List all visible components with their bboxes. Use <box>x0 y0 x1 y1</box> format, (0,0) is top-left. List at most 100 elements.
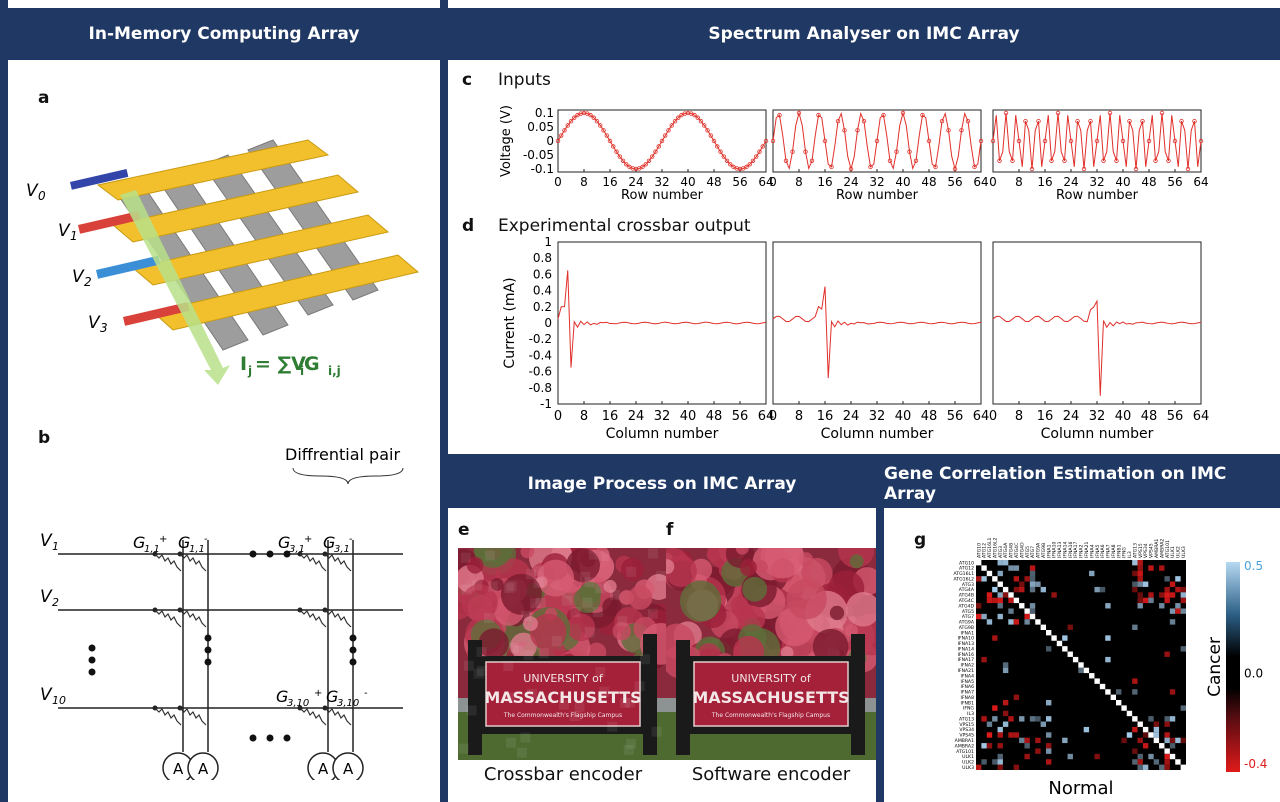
heatmap-cell <box>1175 603 1181 609</box>
heatmap-cell <box>981 743 987 749</box>
x-tick-label: 0 <box>989 175 997 189</box>
gene-row-label: IFNA4 <box>961 673 975 679</box>
input-point <box>721 154 726 159</box>
input-point <box>650 154 655 159</box>
heatmap-cell <box>1169 619 1176 625</box>
gene-row-label: ULK3 <box>962 765 974 771</box>
heatmap-diagonal-cell <box>1046 630 1052 636</box>
gene-col-label: ULK2 <box>1176 546 1182 558</box>
input-point <box>1094 138 1100 144</box>
heatmap-cell <box>1153 721 1160 727</box>
heatmap-cell <box>1029 570 1036 577</box>
input-point <box>715 144 720 149</box>
heatmap-cell <box>1169 716 1176 722</box>
gene-row-label: ATG7 <box>962 614 974 620</box>
gene-col-label: IFNA14 <box>1062 542 1068 558</box>
heatmap-cell <box>1013 576 1020 582</box>
input-point <box>894 149 899 154</box>
heatmap-cell <box>1137 597 1143 604</box>
conductance-label: G <box>276 687 288 706</box>
input-point <box>1036 119 1041 124</box>
heatmap-cell <box>976 576 982 582</box>
input-point <box>952 166 958 172</box>
y-axis-label: Current (mA) <box>502 277 518 368</box>
heatmap-diagonal-cell <box>1159 743 1165 749</box>
input-point <box>855 128 860 133</box>
conductance-label: G <box>278 533 290 552</box>
heatmap-diagonal-cell <box>1175 759 1181 765</box>
ellipsis-dot <box>249 550 257 558</box>
gene-col-label: ATG3 <box>998 546 1004 558</box>
heatmap-cell <box>1046 748 1052 754</box>
heatmap-cell <box>1083 726 1090 733</box>
heatmap-cell <box>1078 667 1084 674</box>
input-point <box>842 128 847 133</box>
heatmap-cell <box>1035 581 1041 587</box>
y-tick-label: 0.05 <box>527 120 554 134</box>
gene-row-label: IL3 <box>967 711 974 717</box>
label-g: g <box>914 530 927 550</box>
svg-text:A: A <box>343 760 354 778</box>
heatmap-cell <box>997 764 1003 770</box>
x-tick-label: 8 <box>795 175 803 189</box>
heatmap-cell <box>1132 678 1138 684</box>
input-point <box>1133 166 1139 172</box>
heatmap-cell <box>1002 592 1009 598</box>
label-d: d <box>462 216 475 236</box>
input-point <box>705 128 710 133</box>
output-title: Experimental crossbar output <box>498 216 751 236</box>
svg-text:+: + <box>159 534 167 545</box>
panel-gene: g ATG10 ATG10 ATG12 ATG12 ATG16L1 ATG16L1 ATG1… <box>884 508 1280 802</box>
heatmap-cell <box>997 570 1003 577</box>
svg-text:G: G <box>304 353 320 375</box>
gene-row-label: ATG13 <box>959 716 974 722</box>
input-point <box>744 164 749 170</box>
x-tick-label: 64 <box>973 409 990 424</box>
heatmap-cell <box>1035 716 1041 722</box>
heatmap-cell <box>1132 581 1138 587</box>
heatmap-cell <box>1137 737 1143 744</box>
gene-col-label: VPS15 <box>1138 543 1144 558</box>
input-point <box>829 164 834 170</box>
heatmap-cell <box>1024 753 1030 760</box>
heatmap-cell <box>981 576 987 582</box>
input-point <box>796 110 802 116</box>
x-tick-label: 16 <box>602 409 619 424</box>
sign-post-left <box>676 640 690 755</box>
memristor <box>154 609 182 628</box>
heatmap-cell <box>1062 635 1068 641</box>
heatmap-cell <box>1132 759 1138 765</box>
y-tick-label: 0 <box>544 316 552 330</box>
heatmap-cell <box>1175 576 1181 582</box>
x-tick-label: 24 <box>843 175 858 189</box>
heatmap-cell <box>976 764 982 770</box>
panel-imc: a V 0 V 1 V 2 V 3 I j <box>8 60 440 802</box>
heatmap-diagonal-cell <box>997 581 1003 587</box>
heatmap-cell <box>1002 662 1009 668</box>
gene-col-label: ATG4D <box>1019 542 1025 558</box>
heatmap-cell <box>1024 743 1030 749</box>
heatmap-diagonal-cell <box>1169 753 1176 760</box>
heatmap-cell <box>1046 759 1052 765</box>
header-gene: Gene Correlation Estimation on IMC Array <box>884 460 1280 508</box>
heatmap-cell <box>1148 565 1154 571</box>
colorbar-tick: 0.0 <box>1244 667 1263 681</box>
ellipsis-dot <box>204 658 212 666</box>
gene-col-label: IFNA17 <box>1073 542 1079 558</box>
x-tick-label: 24 <box>843 409 860 424</box>
heatmap-cell <box>1002 667 1009 674</box>
y-tick-label: 0.1 <box>535 106 554 120</box>
crossbar-encoded-image: UNIVERSITY of MASSACHUSETTS The Commonweal… <box>458 548 668 760</box>
heatmap-cell <box>1013 586 1020 593</box>
heatmap-cell <box>992 597 998 604</box>
gene-row-label: ATG101 <box>956 749 974 755</box>
input-point <box>601 128 606 133</box>
sign-text-2: MASSACHUSETTS <box>692 688 849 707</box>
input-point <box>656 144 661 149</box>
gene-row-label: VPS34 <box>959 727 974 733</box>
x-tick-label: 48 <box>921 409 938 424</box>
svg-text:2: 2 <box>84 275 92 289</box>
v1-label: V <box>58 221 71 241</box>
input-point <box>702 123 707 128</box>
